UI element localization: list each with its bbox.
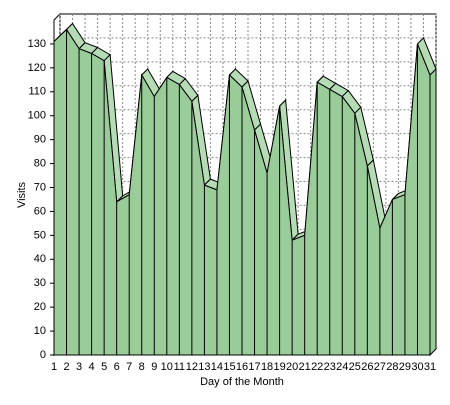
x-tick-label: 21 [299, 361, 311, 373]
y-tick-label: 20 [34, 301, 46, 313]
x-tick-label: 31 [424, 361, 436, 373]
x-tick-label: 27 [374, 361, 386, 373]
y-tick-label: 30 [34, 277, 46, 289]
x-tick-label: 7 [126, 361, 132, 373]
y-tick-label: 0 [40, 349, 46, 361]
x-tick-label: 17 [248, 361, 260, 373]
y-tick-label: 50 [34, 229, 46, 241]
x-tick-label: 15 [223, 361, 235, 373]
y-tick-label: 80 [34, 157, 46, 169]
x-tick-label: 6 [114, 361, 120, 373]
x-tick-label: 1 [51, 361, 57, 373]
x-tick-label: 3 [76, 361, 82, 373]
x-tick-label: 30 [411, 361, 423, 373]
y-tick-label: 100 [28, 110, 46, 122]
x-tick-label: 29 [399, 361, 411, 373]
x-tick-label: 5 [101, 361, 107, 373]
y-tick-label: 110 [28, 86, 46, 98]
x-tick-label: 2 [63, 361, 69, 373]
x-tick-label: 8 [139, 361, 145, 373]
y-tick-label: 120 [28, 62, 46, 74]
x-tick-label: 9 [151, 361, 157, 373]
side-face [429, 67, 437, 357]
x-tick-label: 12 [186, 361, 198, 373]
y-tick-label: 130 [28, 38, 46, 50]
x-tick-label: 11 [174, 361, 185, 373]
x-tick-label: 28 [386, 361, 398, 373]
x-tick-label: 16 [236, 361, 248, 373]
x-tick-label: 19 [273, 361, 285, 373]
y-tick-label: 10 [34, 325, 46, 337]
x-tick-label: 22 [311, 361, 323, 373]
x-tick-label: 10 [161, 361, 173, 373]
x-tick-label: 26 [361, 361, 373, 373]
y-tick-label: 90 [34, 134, 46, 146]
x-tick-label: 20 [286, 361, 298, 373]
x-tick-label: 14 [211, 361, 223, 373]
y-tick-label: 40 [34, 253, 46, 265]
y-tick-label: 60 [34, 205, 46, 217]
x-tick-label: 18 [261, 361, 273, 373]
x-tick-label: 13 [198, 361, 210, 373]
y-axis-title: Visits [16, 181, 28, 208]
x-tick-label: 25 [349, 361, 361, 373]
y-tick-label: 70 [34, 181, 46, 193]
x-tick-label: 4 [89, 361, 95, 373]
x-axis-title: Day of the Month [200, 376, 284, 388]
x-tick-label: 23 [324, 361, 336, 373]
x-tick-label: 24 [336, 361, 348, 373]
